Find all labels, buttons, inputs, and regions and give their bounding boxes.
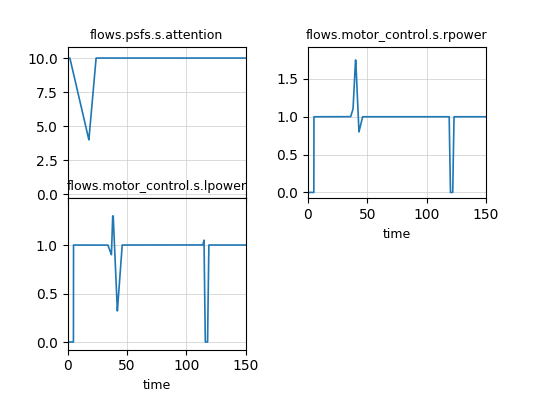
Title: flows.psfs.s.attention: flows.psfs.s.attention bbox=[90, 29, 223, 42]
Title: flows.motor_control.s.lpower: flows.motor_control.s.lpower bbox=[66, 180, 247, 193]
X-axis label: time: time bbox=[383, 228, 411, 241]
X-axis label: time: time bbox=[143, 379, 171, 392]
Title: flows.motor_control.s.rpower: flows.motor_control.s.rpower bbox=[306, 29, 488, 42]
